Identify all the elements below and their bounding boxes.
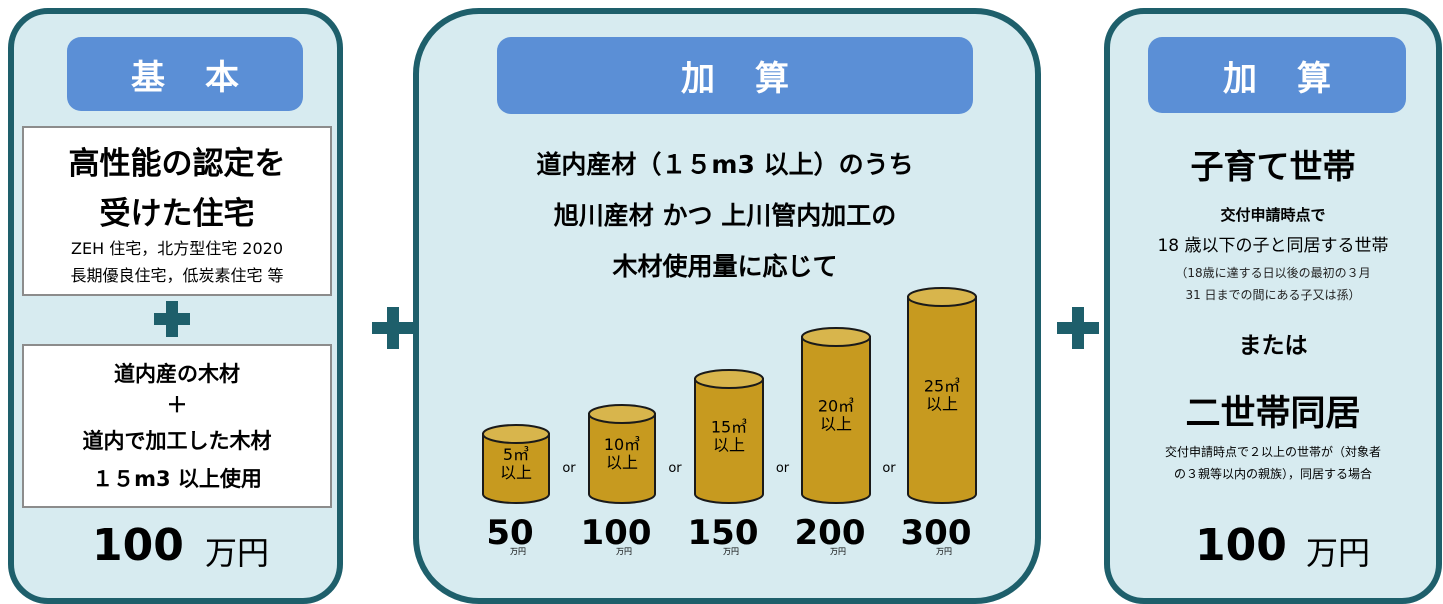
child-rearing-title: 子育て世帯 — [1190, 147, 1356, 186]
plus-icon-bar — [372, 322, 414, 334]
house-types-line1: ZEH 住宅，北方型住宅 2020 — [71, 239, 283, 258]
tank-suffix-3: 以上 — [713, 436, 745, 455]
tank-volume-2: 10㎥ — [604, 435, 640, 454]
tank-volume-1: 5㎥ — [503, 445, 529, 464]
tank-amount-unit-4: 万円 — [830, 547, 846, 556]
wood-addition-title-line2: 旭川産材 かつ 上川管内加工の — [553, 201, 897, 230]
wood-usage-line1: 道内産の木材 — [114, 362, 240, 386]
tank-body-3 — [694, 378, 764, 504]
wood-addition-header: 加算 — [497, 37, 973, 114]
tank-suffix-5: 以上 — [926, 395, 958, 414]
tank-amount-unit-3: 万円 — [723, 547, 739, 556]
or-label-2: or — [668, 461, 682, 476]
tank-body-4 — [801, 336, 871, 504]
high-performance-box — [22, 126, 332, 296]
household-amount: 100 — [1195, 520, 1287, 571]
basic-header: 基本 — [67, 37, 303, 111]
tank-body-1 — [482, 433, 550, 504]
child-rearing-desc1: 交付申請時点で — [1220, 206, 1326, 224]
or-label-4: or — [882, 461, 896, 476]
wood-usage-box — [22, 344, 332, 508]
basic-amount-unit: 万円 — [205, 534, 270, 572]
tank-amount-unit-1: 万円 — [510, 547, 526, 556]
or-text: または — [1238, 333, 1308, 359]
or-label-1: or — [562, 461, 576, 476]
tank-volume-4: 20㎥ — [818, 397, 854, 416]
two-generation-desc2: の３親等以内の親族），同居する場合 — [1173, 467, 1372, 481]
tank-volume-5: 25㎥ — [924, 377, 960, 396]
tank-amount-4: 200 — [795, 513, 866, 553]
high-performance-line2: 受けた住宅 — [99, 196, 255, 232]
tank-amount-1: 50 — [486, 513, 533, 553]
tank-top-3 — [694, 369, 764, 389]
tank-volume-3: 15㎥ — [711, 418, 747, 437]
tank-suffix-4: 以上 — [820, 415, 852, 434]
house-types-line2: 長期優良住宅，低炭素住宅 等 — [70, 266, 284, 285]
tank-top-2 — [588, 404, 656, 424]
tank-amount-3: 150 — [688, 513, 759, 553]
tank-amount-5: 300 — [901, 513, 972, 553]
tank-suffix-2: 以上 — [606, 453, 638, 472]
high-performance-line1: 高性能の認定を — [68, 146, 286, 182]
tank-body-2 — [588, 413, 656, 504]
child-rearing-note2: 31 日までの間にある子又は孫） — [1185, 288, 1361, 302]
tank-top-4 — [801, 327, 871, 347]
tank-amount-unit-2: 万円 — [616, 547, 632, 556]
tank-top-5 — [907, 287, 977, 307]
tank-amount-unit-5: 万円 — [936, 547, 952, 556]
wood-addition-title-line1: 道内産材（１５m3 以上）のうち — [536, 150, 914, 179]
wood-usage-line2: 道内で加工した木材 — [82, 429, 272, 453]
plus-icon-bar — [1057, 322, 1099, 334]
wood-usage-line3: １５m3 以上使用 — [92, 467, 262, 491]
household-amount-unit: 万円 — [1306, 534, 1371, 572]
wood-volume-chart: 5㎥以上50万円or10㎥以上100万円or15㎥以上150万円or20㎥以上2… — [482, 287, 977, 556]
plus-icon-bar — [154, 313, 190, 325]
child-rearing-desc2: 18 歳以下の子と同居する世帯 — [1157, 236, 1389, 256]
or-label-3: or — [776, 461, 790, 476]
wood-addition-title-line3: 木材使用量に応じて — [612, 252, 838, 281]
tank-body-5 — [907, 296, 977, 504]
child-rearing-note1: （18歳に達する日以後の最初の３月 — [1175, 266, 1371, 280]
tank-top-1 — [482, 424, 550, 444]
household-addition-header: 加算 — [1148, 37, 1406, 113]
tank-amount-2: 100 — [581, 513, 652, 553]
tank-suffix-1: 以上 — [500, 463, 532, 482]
two-generation-desc1: 交付申請時点で２以上の世帯が（対象者 — [1164, 445, 1381, 459]
two-generation-title: 二世帯同居 — [1185, 394, 1361, 434]
basic-amount: 100 — [92, 520, 184, 571]
wood-usage-plus: ＋ — [166, 393, 188, 417]
